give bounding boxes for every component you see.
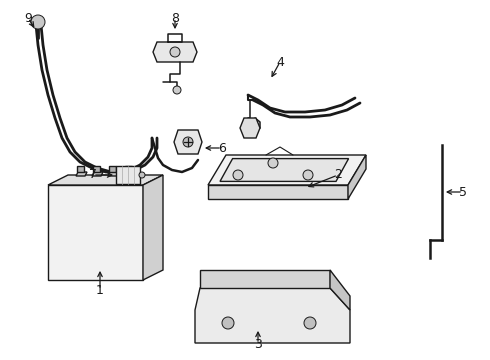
Polygon shape xyxy=(143,175,163,280)
Polygon shape xyxy=(153,42,197,62)
Polygon shape xyxy=(240,118,260,138)
Text: 6: 6 xyxy=(218,141,226,154)
Circle shape xyxy=(304,317,316,329)
Circle shape xyxy=(233,170,243,180)
Polygon shape xyxy=(93,166,100,172)
Text: 9: 9 xyxy=(24,12,32,24)
Polygon shape xyxy=(116,166,140,184)
Text: 7: 7 xyxy=(89,168,97,181)
Circle shape xyxy=(173,86,181,94)
Circle shape xyxy=(303,170,313,180)
Polygon shape xyxy=(125,166,132,172)
Polygon shape xyxy=(195,288,350,343)
Circle shape xyxy=(268,158,278,168)
Text: 4: 4 xyxy=(276,55,284,68)
Polygon shape xyxy=(220,159,348,181)
Polygon shape xyxy=(330,270,350,310)
Polygon shape xyxy=(48,185,143,280)
Polygon shape xyxy=(76,172,87,176)
Text: 5: 5 xyxy=(459,185,467,198)
Polygon shape xyxy=(124,172,135,176)
Circle shape xyxy=(183,137,193,147)
Polygon shape xyxy=(109,166,116,172)
Polygon shape xyxy=(108,172,119,176)
Circle shape xyxy=(31,15,45,29)
Polygon shape xyxy=(77,166,84,172)
Circle shape xyxy=(139,172,145,178)
Polygon shape xyxy=(208,185,348,199)
Polygon shape xyxy=(174,130,202,154)
Circle shape xyxy=(222,317,234,329)
Polygon shape xyxy=(48,175,163,185)
Text: 3: 3 xyxy=(254,338,262,351)
Polygon shape xyxy=(348,155,366,199)
Polygon shape xyxy=(92,172,103,176)
Text: 1: 1 xyxy=(96,284,104,297)
Text: 8: 8 xyxy=(171,12,179,24)
Circle shape xyxy=(170,47,180,57)
Text: 2: 2 xyxy=(334,168,342,181)
Polygon shape xyxy=(208,155,366,185)
Polygon shape xyxy=(200,270,330,288)
